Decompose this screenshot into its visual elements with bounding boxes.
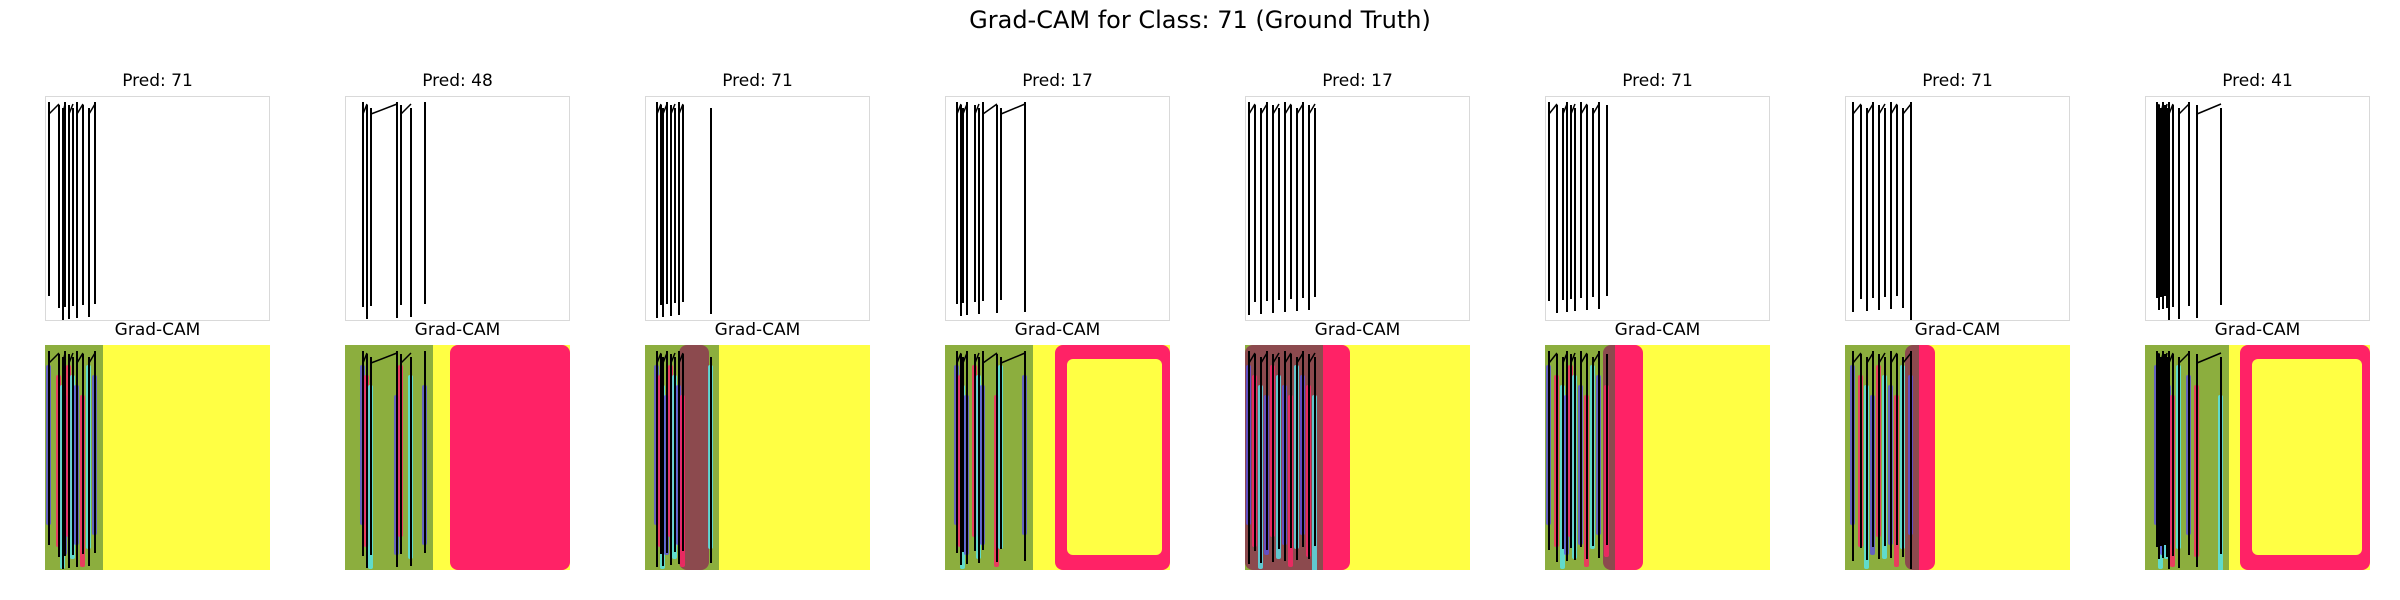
input-image-panel xyxy=(1545,96,1770,321)
gradcam-heatmap-panel xyxy=(345,345,570,570)
gradcam-heatmap-panel xyxy=(2145,345,2370,570)
stroke-connector xyxy=(670,352,676,364)
stroke-connector xyxy=(1852,103,1862,115)
input-image-panel xyxy=(2145,96,2370,321)
stroke-connector xyxy=(1272,103,1280,115)
heatmap-inner-region xyxy=(2252,359,2362,555)
gradcam-title: Grad-CAM xyxy=(1914,320,2001,340)
stroke-drawing xyxy=(362,102,426,319)
gradcam-heatmap-panel xyxy=(645,345,870,570)
gradcam-heatmap-panel xyxy=(1245,345,1470,570)
stroke-connector xyxy=(1308,352,1316,364)
stroke-drawing xyxy=(656,351,712,567)
stroke-connector xyxy=(670,103,676,115)
stroke-connector xyxy=(400,103,412,115)
heatmap-inner-region xyxy=(1067,359,1162,555)
stroke-connector xyxy=(974,352,980,364)
input-image-panel xyxy=(1845,96,2070,321)
pred-title: Pred: 48 xyxy=(422,71,493,91)
input-image-panel xyxy=(645,96,870,321)
stroke-drawing xyxy=(48,102,96,320)
stroke-connector xyxy=(982,103,998,115)
gradcam-title: Grad-CAM xyxy=(414,320,501,340)
stroke-connector xyxy=(370,103,398,115)
stroke-connector xyxy=(1902,103,1912,115)
stroke-drawing xyxy=(956,351,1026,565)
stroke-connector xyxy=(1570,352,1576,364)
stroke-connector xyxy=(2178,352,2190,364)
stroke-connector xyxy=(1878,103,1886,115)
stroke-connector xyxy=(1548,103,1558,115)
stroke-connector xyxy=(68,352,74,364)
stroke-connector xyxy=(48,352,60,364)
image-frame xyxy=(1245,96,1470,321)
stroke-connector xyxy=(370,352,398,364)
stroke-connector xyxy=(2178,103,2190,115)
stroke-drawing xyxy=(1852,102,1912,320)
stroke-drawing xyxy=(956,102,1026,316)
heatmap-hot-region xyxy=(450,345,570,570)
stroke-connector xyxy=(1878,352,1886,364)
stroke-connector xyxy=(68,103,74,115)
image-frame xyxy=(1845,96,2070,321)
stroke-drawing xyxy=(48,351,96,569)
gradcam-heatmap-panel xyxy=(1845,345,2070,570)
image-frame xyxy=(1545,96,1770,321)
stroke-connector xyxy=(1902,352,1912,364)
stroke-drawing xyxy=(2156,102,2222,320)
pred-title: Pred: 71 xyxy=(722,71,793,91)
stroke-connector xyxy=(1852,352,1862,364)
stroke-connector xyxy=(2196,352,2222,364)
stroke-connector xyxy=(1548,352,1558,364)
pred-title: Pred: 17 xyxy=(1022,71,1093,91)
stroke-connector xyxy=(1000,352,1026,364)
stroke-drawing xyxy=(1548,102,1608,313)
pred-title: Pred: 17 xyxy=(1322,71,1393,91)
image-frame xyxy=(2145,96,2370,321)
input-image-panel xyxy=(1245,96,1470,321)
pred-title: Pred: 71 xyxy=(122,71,193,91)
stroke-drawing xyxy=(2156,351,2222,569)
stroke-drawing xyxy=(656,102,712,318)
gradcam-title: Grad-CAM xyxy=(1014,320,1101,340)
stroke-connector xyxy=(400,352,412,364)
stroke-drawing xyxy=(1248,102,1316,315)
image-frame xyxy=(45,96,270,321)
gradcam-title: Grad-CAM xyxy=(114,320,201,340)
stroke-drawing xyxy=(362,351,426,568)
stroke-connector xyxy=(1000,103,1026,115)
pred-title: Pred: 71 xyxy=(1922,71,1993,91)
stroke-connector xyxy=(1308,103,1316,115)
gradcam-title: Grad-CAM xyxy=(1614,320,1701,340)
stroke-connector xyxy=(1570,103,1576,115)
stroke-connector xyxy=(2196,103,2222,115)
stroke-connector xyxy=(1272,352,1280,364)
pred-title: Pred: 71 xyxy=(1622,71,1693,91)
gradcam-title: Grad-CAM xyxy=(714,320,801,340)
stroke-connector xyxy=(48,103,60,115)
stroke-connector xyxy=(982,352,998,364)
input-image-panel xyxy=(345,96,570,321)
input-image-panel xyxy=(945,96,1170,321)
stroke-drawing xyxy=(1248,351,1316,564)
stroke-connector xyxy=(974,103,980,115)
gradcam-heatmap-panel xyxy=(45,345,270,570)
pred-title: Pred: 41 xyxy=(2222,71,2293,91)
stroke-drawing xyxy=(1548,351,1608,562)
gradcam-title: Grad-CAM xyxy=(2214,320,2301,340)
gradcam-heatmap-panel xyxy=(945,345,1170,570)
input-image-panel xyxy=(45,96,270,321)
stroke-drawing xyxy=(1852,351,1912,569)
heatmap-mid-region xyxy=(345,345,433,570)
gradcam-title: Grad-CAM xyxy=(1314,320,1401,340)
gradcam-heatmap-panel xyxy=(1545,345,1770,570)
figure-title: Grad-CAM for Class: 71 (Ground Truth) xyxy=(969,6,1431,34)
image-frame xyxy=(345,96,570,321)
